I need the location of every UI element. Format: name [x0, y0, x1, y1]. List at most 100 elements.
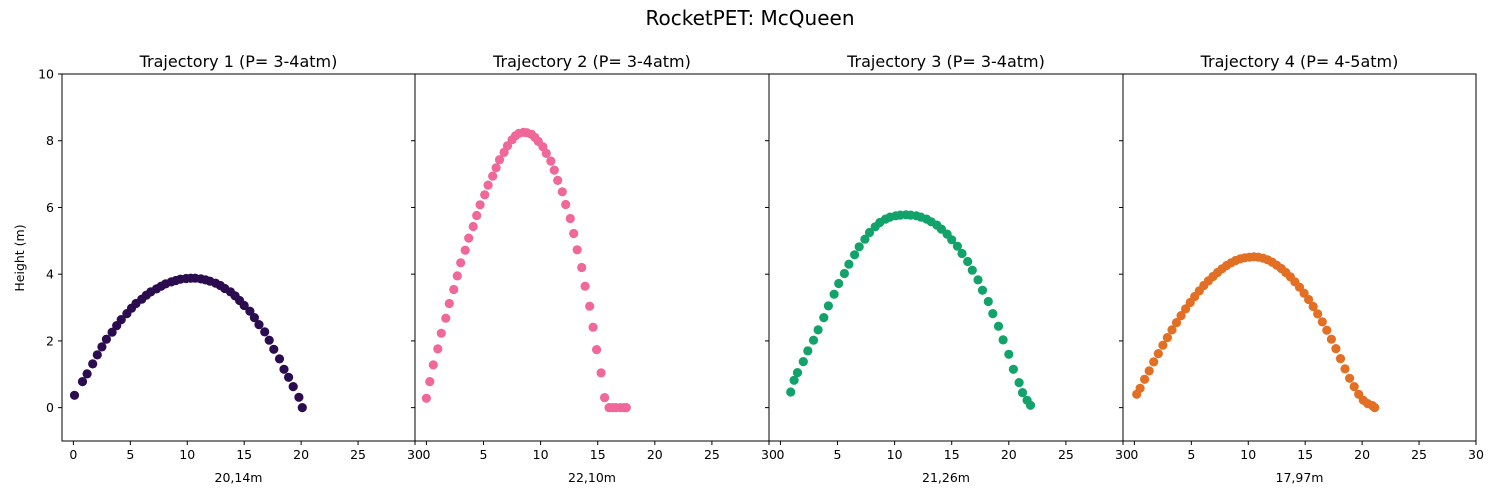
x-tick-label: 30	[761, 447, 777, 462]
data-point	[245, 306, 255, 316]
data-point	[808, 335, 819, 345]
data-point	[464, 233, 474, 243]
data-point	[472, 210, 482, 221]
data-point	[1008, 364, 1019, 374]
data-point	[577, 262, 587, 273]
data-point	[491, 163, 501, 173]
panel-title: Trajectory 3 (P= 3-4atm)	[846, 52, 1045, 71]
data-point	[1349, 382, 1359, 392]
data-point	[803, 346, 813, 356]
panel-title: Trajectory 1 (P= 3-4atm)	[139, 52, 338, 71]
y-tick-label: 8	[46, 133, 54, 148]
x-tick-label: 25	[350, 447, 366, 462]
data-point	[588, 322, 598, 332]
x-tick-label: 20	[647, 447, 663, 462]
data-point	[1370, 403, 1380, 413]
y-tick-label: 4	[46, 267, 54, 282]
data-point	[494, 155, 505, 165]
data-point	[621, 403, 631, 413]
data-point	[456, 258, 466, 268]
data-point	[549, 165, 559, 175]
data-point	[1171, 318, 1182, 328]
data-point	[88, 359, 98, 369]
data-point	[546, 156, 556, 166]
data-point	[1322, 325, 1332, 335]
data-point	[425, 377, 435, 387]
x-tick-label: 25	[1411, 447, 1427, 462]
x-tick-label: 5	[480, 447, 488, 462]
data-point	[580, 281, 590, 291]
data-point	[864, 227, 875, 238]
x-tick-label: 15	[236, 447, 252, 462]
data-point	[998, 335, 1008, 345]
data-point	[92, 350, 102, 360]
data-point	[1181, 304, 1191, 314]
data-point	[1304, 294, 1314, 305]
y-tick-label: 0	[46, 400, 54, 415]
x-tick-label: 10	[887, 447, 903, 462]
x-tick-label: 10	[179, 447, 195, 462]
data-point	[264, 335, 274, 345]
data-point	[1153, 349, 1163, 359]
plot-frame	[61, 73, 416, 442]
plot-frame	[768, 73, 1124, 442]
data-point	[834, 278, 844, 289]
data-point	[1135, 383, 1145, 393]
data-point	[967, 265, 977, 275]
data-point	[441, 313, 451, 323]
data-point	[1025, 400, 1036, 410]
data-point	[850, 250, 860, 260]
panel-title: Trajectory 2 (P= 3-4atm)	[492, 52, 691, 71]
data-point	[284, 372, 294, 382]
data-point	[798, 357, 808, 367]
data-point	[1158, 340, 1168, 350]
data-point	[786, 387, 796, 397]
data-point	[82, 369, 92, 379]
data-point	[249, 313, 259, 323]
data-point	[452, 271, 462, 281]
data-point	[952, 241, 963, 251]
y-tick-label: 10	[38, 67, 54, 82]
x-axis-label: 20,14m	[215, 470, 263, 485]
x-axis-label: 17,97m	[1276, 470, 1324, 485]
data-point	[592, 345, 602, 355]
data-point	[297, 403, 307, 413]
data-point	[572, 245, 582, 255]
data-point	[600, 393, 610, 403]
x-tick-label: 0	[776, 447, 784, 462]
x-tick-label: 5	[834, 447, 842, 462]
data-point	[239, 300, 249, 311]
panel-4: 0 5 10 15 20 25 30 Trajectory 4 (P= 4-5atm) 17,9…	[1119, 52, 1484, 485]
data-point	[957, 248, 967, 259]
data-point	[860, 234, 870, 244]
data-point	[101, 334, 111, 344]
data-point	[993, 321, 1004, 331]
data-point	[839, 268, 850, 279]
data-point	[254, 320, 264, 330]
data-point	[1149, 357, 1159, 367]
data-point	[565, 213, 575, 224]
x-tick-label: 10	[533, 447, 549, 462]
data-point	[789, 375, 799, 385]
x-tick-label: 20	[293, 447, 309, 462]
data-point	[1017, 388, 1028, 398]
data-point	[449, 284, 459, 295]
x-tick-label: 5	[1187, 447, 1195, 462]
data-point	[1313, 309, 1323, 319]
figure-suptitle: RocketPET: McQueen	[645, 6, 854, 30]
data-point	[436, 328, 446, 338]
data-point	[973, 275, 983, 285]
data-point	[288, 382, 298, 392]
data-point	[433, 344, 443, 354]
data-point	[792, 368, 803, 378]
data-point	[541, 148, 551, 158]
scatter-series-3	[786, 210, 1036, 410]
scatter-series-4	[1132, 252, 1380, 413]
x-tick-label: 25	[1058, 447, 1074, 462]
data-point	[1335, 354, 1346, 364]
x-axis-label: 21,26m	[922, 470, 970, 485]
data-point	[97, 342, 107, 352]
x-tick-label: 0	[69, 447, 77, 462]
data-point	[1140, 374, 1150, 384]
x-tick-label: 0	[422, 447, 430, 462]
